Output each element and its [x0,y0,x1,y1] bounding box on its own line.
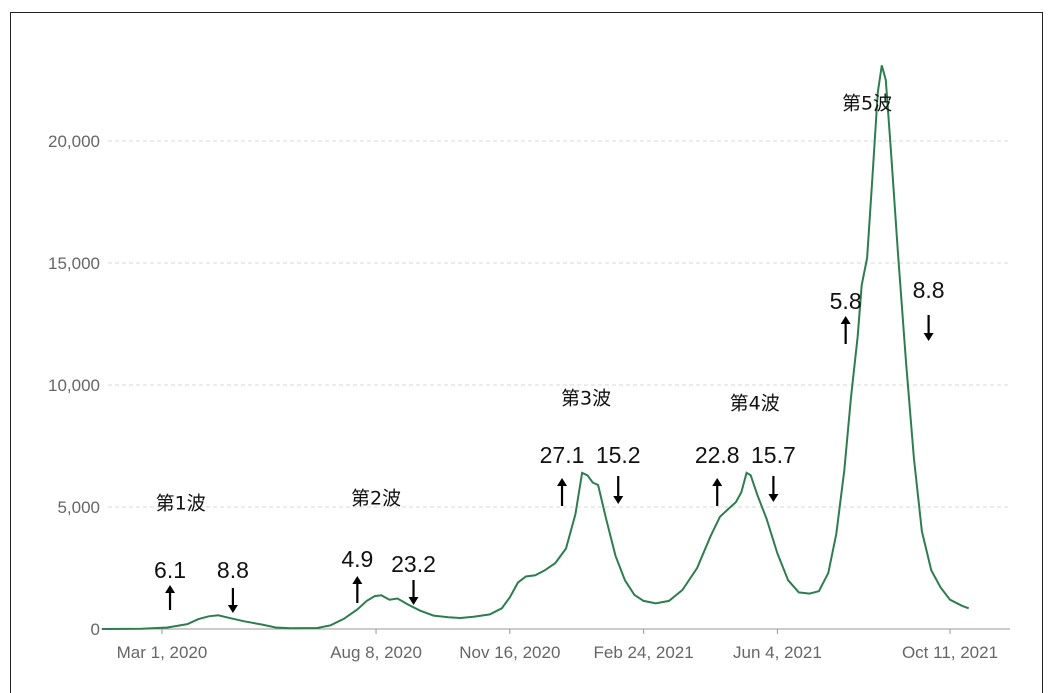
annotation-arrowhead-9 [840,316,851,324]
annotation-arrowhead-5 [557,478,568,486]
x-tick-label-5: Oct 11, 2021 [902,643,998,662]
line-chart: 0 5,000 10,000 15,000 20,000 Mar 1, 2020 Aug 8… [48,65,1010,662]
annotation-arrowhead-7 [712,478,723,486]
annotation-arrowhead-2 [227,605,238,613]
annotation-arrowhead-10 [923,333,934,341]
annotation-value-7: 22.8 [695,442,740,468]
annotation-value-9: 5.8 [830,288,862,314]
y-tick-label-3: 15,000 [48,254,100,273]
x-tick-label-1: Aug 8, 2020 [330,643,422,662]
y-tick-label-2: 10,000 [48,376,100,395]
x-tick-label-4: Jun 4, 2021 [733,643,822,662]
annotation-value-6: 15.2 [596,442,641,468]
y-tick-label-0: 0 [91,620,100,639]
annotation-arrowhead-8 [768,494,779,502]
chart-frame [10,12,1043,693]
annotation-arrowhead-3 [352,576,363,584]
annotation-value-3: 4.9 [341,546,373,572]
annotation-value-4: 23.2 [391,551,436,577]
annotation-value-5: 27.1 [540,442,585,468]
y-tick-label-1: 5,000 [57,498,100,517]
wave-label-5: 第5波 [842,92,892,114]
wave-label-2: 第2波 [351,488,401,510]
annotation-value-2: 8.8 [217,557,249,583]
annotation-value-10: 8.8 [913,277,945,303]
y-tick-label-4: 20,000 [48,132,100,151]
annotation-value-1: 6.1 [154,557,186,583]
annotation-value-8: 15.7 [751,442,796,468]
wave-label-3: 第3波 [561,388,611,410]
annotation-arrowhead-6 [613,496,624,504]
series-line-0 [101,65,970,630]
x-tick-label-3: Feb 24, 2021 [594,643,694,662]
wave-label-4: 第4波 [730,392,780,414]
x-tick-label-0: Mar 1, 2020 [117,643,208,662]
annotation-arrowhead-4 [408,597,419,605]
x-tick-label-2: Nov 16, 2020 [459,643,560,662]
wave-label-1: 第1波 [156,492,206,514]
annotation-arrowhead-1 [165,585,176,593]
